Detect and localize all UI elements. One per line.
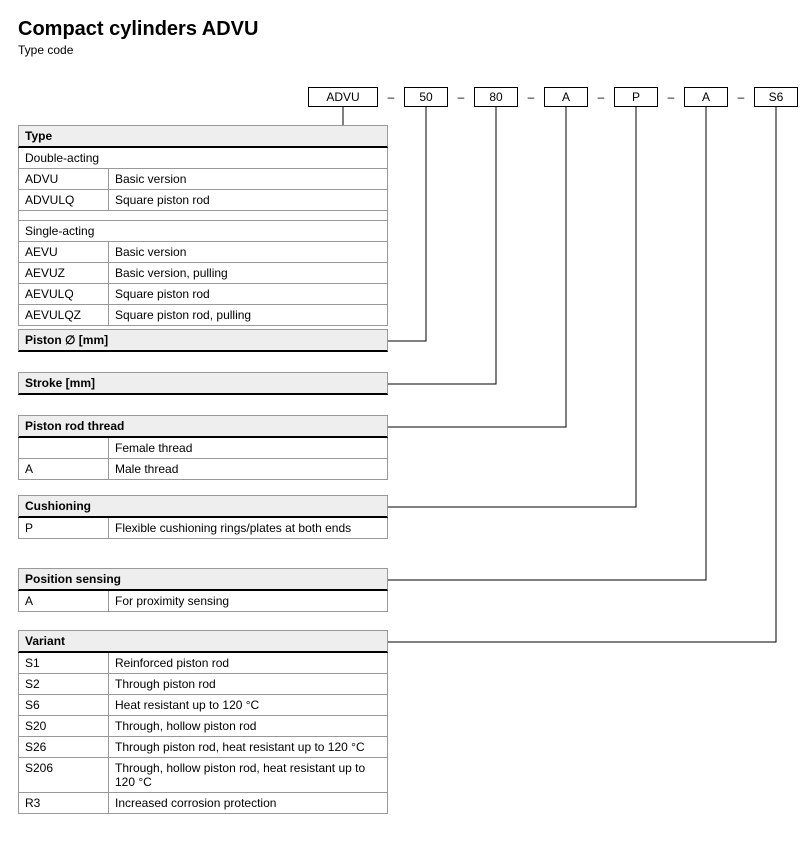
desc-cell: Square piston rod [109, 190, 387, 210]
dash-6: – [728, 87, 754, 107]
section-header: Piston rod thread [18, 415, 388, 438]
page-subtitle: Type code [18, 43, 782, 57]
code-cell: P [19, 518, 109, 538]
code-cell: AEVULQZ [19, 305, 109, 325]
table-row: R3Increased corrosion protection [18, 793, 388, 814]
typecode-diagram: ADVU – 50 – 80 – A – P – A – S6 [18, 87, 782, 847]
group-label: Double-acting [18, 148, 388, 169]
table-row: AEVUZBasic version, pulling [18, 263, 388, 284]
section-thread: Piston rod thread Female thread AMale th… [18, 415, 388, 480]
table-row: AMale thread [18, 459, 388, 480]
code-box-5: P [614, 87, 658, 107]
code-row: ADVU – 50 – 80 – A – P – A – S6 [18, 87, 782, 109]
code-cell: R3 [19, 793, 109, 813]
code-cell: A [19, 591, 109, 611]
table-row: AEVULQSquare piston rod [18, 284, 388, 305]
desc-cell: Through piston rod, heat resistant up to… [109, 737, 387, 757]
code-cell: AEVULQ [19, 284, 109, 304]
dash-5: – [658, 87, 684, 107]
section-cushioning: Cushioning PFlexible cushioning rings/pl… [18, 495, 388, 539]
code-box-1: ADVU [308, 87, 378, 107]
table-row: S6Heat resistant up to 120 °C [18, 695, 388, 716]
desc-cell: Reinforced piston rod [109, 653, 387, 673]
section-position: Position sensing AFor proximity sensing [18, 568, 388, 612]
section-stroke: Stroke [mm] [18, 372, 388, 395]
desc-cell: Through, hollow piston rod [109, 716, 387, 736]
section-header: Variant [18, 630, 388, 653]
code-cell: S6 [19, 695, 109, 715]
section-header: Cushioning [18, 495, 388, 518]
dash-3: – [518, 87, 544, 107]
code-cell: ADVULQ [19, 190, 109, 210]
table-row: ADVULQSquare piston rod [18, 190, 388, 211]
section-header: Piston ∅ [mm] [18, 329, 388, 352]
desc-cell: Basic version [109, 242, 387, 262]
code-box-2: 50 [404, 87, 448, 107]
table-row: Female thread [18, 438, 388, 459]
section-piston: Piston ∅ [mm] [18, 329, 388, 352]
dash-4: – [588, 87, 614, 107]
code-box-7: S6 [754, 87, 798, 107]
code-cell: S20 [19, 716, 109, 736]
table-row: S2Through piston rod [18, 674, 388, 695]
group-label: Single-acting [18, 221, 388, 242]
section-type: Type Double-acting ADVUBasic version ADV… [18, 125, 388, 326]
code-cell [19, 438, 109, 458]
dash-1: – [378, 87, 404, 107]
desc-cell: Heat resistant up to 120 °C [109, 695, 387, 715]
table-row: AEVULQZSquare piston rod, pulling [18, 305, 388, 326]
desc-cell: For proximity sensing [109, 591, 387, 611]
code-cell: S2 [19, 674, 109, 694]
code-cell: S206 [19, 758, 109, 792]
table-row: AEVUBasic version [18, 242, 388, 263]
table-row: S26Through piston rod, heat resistant up… [18, 737, 388, 758]
table-row: PFlexible cushioning rings/plates at bot… [18, 518, 388, 539]
code-cell: ADVU [19, 169, 109, 189]
table-row: S1Reinforced piston rod [18, 653, 388, 674]
dash-2: – [448, 87, 474, 107]
code-box-6: A [684, 87, 728, 107]
desc-cell: Increased corrosion protection [109, 793, 387, 813]
desc-cell: Through piston rod [109, 674, 387, 694]
desc-cell: Female thread [109, 438, 387, 458]
desc-cell: Male thread [109, 459, 387, 479]
code-cell: S26 [19, 737, 109, 757]
code-box-4: A [544, 87, 588, 107]
section-header: Type [18, 125, 388, 148]
desc-cell: Square piston rod [109, 284, 387, 304]
code-box-3: 80 [474, 87, 518, 107]
table-row: AFor proximity sensing [18, 591, 388, 612]
code-cell: AEVUZ [19, 263, 109, 283]
section-variant: Variant S1Reinforced piston rod S2Throug… [18, 630, 388, 814]
table-row: S20Through, hollow piston rod [18, 716, 388, 737]
code-cell: S1 [19, 653, 109, 673]
desc-cell: Flexible cushioning rings/plates at both… [109, 518, 387, 538]
desc-cell: Basic version, pulling [109, 263, 387, 283]
section-header: Position sensing [18, 568, 388, 591]
code-cell: AEVU [19, 242, 109, 262]
spacer [18, 211, 388, 221]
desc-cell: Basic version [109, 169, 387, 189]
section-header: Stroke [mm] [18, 372, 388, 395]
code-cell: A [19, 459, 109, 479]
page-title: Compact cylinders ADVU [18, 18, 782, 41]
desc-cell: Through, hollow piston rod, heat resista… [109, 758, 387, 792]
table-row: S206Through, hollow piston rod, heat res… [18, 758, 388, 793]
table-row: ADVUBasic version [18, 169, 388, 190]
desc-cell: Square piston rod, pulling [109, 305, 387, 325]
